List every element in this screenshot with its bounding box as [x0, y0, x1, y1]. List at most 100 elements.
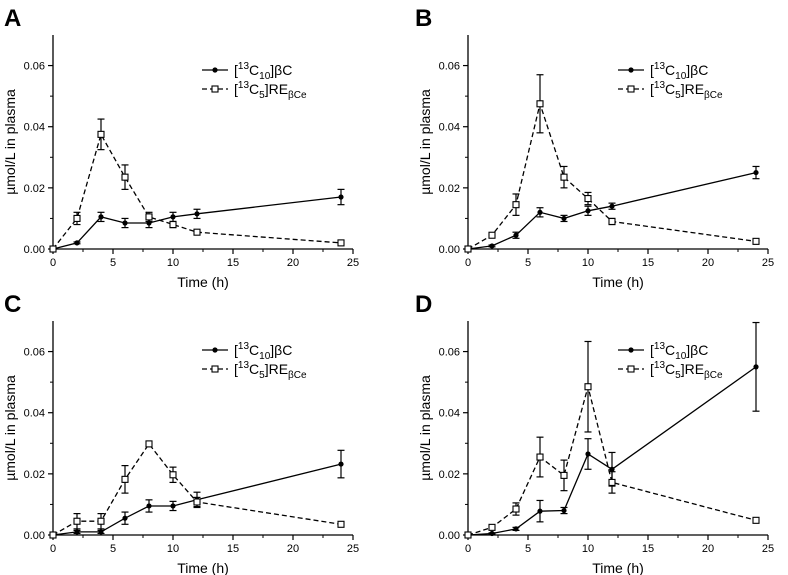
x-tick-label: 10	[167, 543, 179, 555]
data-point	[97, 130, 105, 138]
data-point	[609, 203, 615, 209]
legend-label: [13C5]REβCe	[650, 360, 723, 381]
series-retinyl-ester	[49, 118, 345, 253]
legend-marker	[211, 85, 219, 93]
legend-marker	[628, 347, 634, 353]
panel-letter: A	[4, 5, 21, 32]
data-point	[74, 240, 80, 246]
x-tick-label: 5	[525, 257, 531, 269]
data-point	[585, 208, 591, 214]
x-tick-label: 15	[642, 257, 654, 269]
panel-letter: B	[415, 5, 432, 32]
data-point	[560, 173, 568, 181]
y-tick-label: 0.06	[439, 61, 460, 73]
x-tick-label: 0	[465, 257, 471, 269]
data-point	[537, 209, 543, 215]
x-axis-label: Time (h)	[177, 560, 229, 575]
y-tick-label: 0.04	[24, 122, 45, 134]
data-point	[194, 211, 200, 217]
data-point	[146, 503, 152, 509]
data-point	[97, 517, 105, 525]
data-point	[170, 503, 176, 509]
data-point	[752, 516, 760, 524]
data-point	[753, 169, 759, 176]
legend-marker	[627, 85, 635, 93]
data-point	[73, 214, 81, 222]
data-point	[121, 173, 129, 181]
data-point	[608, 478, 616, 486]
data-point	[609, 466, 615, 472]
legend-item: [13C5]REβCe	[618, 80, 723, 101]
y-tick-label: 0.02	[24, 469, 45, 481]
x-tick-label: 10	[582, 543, 594, 555]
panel-letter: D	[415, 291, 432, 318]
x-tick-label: 25	[347, 257, 359, 269]
data-point	[585, 451, 591, 457]
legend-item: [13C10]βC	[202, 61, 292, 82]
series-beta-carotene	[50, 188, 345, 252]
x-tick-label: 10	[167, 257, 179, 269]
y-tick-label: 0.04	[439, 408, 460, 420]
series-line	[467, 366, 757, 536]
y-tick-label: 0.04	[439, 122, 460, 134]
data-point	[489, 243, 495, 249]
data-point	[608, 217, 616, 226]
data-point	[49, 245, 57, 253]
data-point	[464, 245, 472, 253]
legend-item: [13C5]REβCe	[202, 80, 307, 101]
series-retinyl-ester	[464, 340, 760, 539]
x-axis-label: Time (h)	[592, 274, 644, 290]
data-point	[753, 364, 759, 370]
data-point	[338, 461, 344, 467]
data-point	[170, 214, 176, 220]
x-tick-label: 10	[582, 257, 594, 269]
panel-a: A 0 5 10 15 20 25 0.00 0.02 0.04 0.06 Time (h) µmol/…	[2, 5, 359, 290]
data-point	[512, 201, 520, 209]
y-axis-label: µmol/L in plasma	[417, 89, 433, 195]
series-beta-carotene	[465, 321, 760, 538]
y-tick-label: 0.00	[24, 530, 45, 542]
legend-label: [13C10]βC	[650, 341, 708, 362]
data-point	[74, 529, 80, 535]
data-point	[193, 498, 201, 506]
x-tick-label: 25	[762, 543, 774, 555]
y-tick-label: 0.02	[439, 183, 460, 195]
x-axis-label: Time (h)	[592, 560, 644, 575]
x-tick-label: 15	[227, 257, 239, 269]
y-tick-label: 0.02	[439, 469, 460, 481]
data-point	[537, 508, 543, 514]
series-beta-carotene	[465, 165, 760, 252]
series-line	[467, 101, 757, 250]
data-point	[145, 440, 153, 448]
series-line	[52, 442, 342, 536]
series-retinyl-ester	[464, 74, 760, 253]
data-point	[121, 475, 129, 483]
series-line	[52, 196, 342, 250]
x-tick-label: 25	[762, 257, 774, 269]
x-tick-label: 15	[642, 543, 654, 555]
legend-item: [13C5]REβCe	[202, 360, 307, 381]
legend-item: [13C10]βC	[618, 341, 708, 362]
y-axis-label: µmol/L in plasma	[417, 375, 433, 481]
series-retinyl-ester	[49, 440, 345, 539]
legend-marker	[211, 365, 219, 373]
y-tick-label: 0.00	[439, 244, 460, 256]
data-point	[145, 213, 153, 221]
data-point	[560, 471, 568, 479]
legend-label: [13C10]βC	[234, 61, 292, 82]
legend-item: [13C10]βC	[618, 61, 708, 82]
x-tick-label: 20	[287, 543, 299, 555]
y-axis-label: µmol/L in plasma	[2, 375, 18, 481]
y-tick-label: 0.02	[24, 183, 45, 195]
x-tick-label: 25	[347, 543, 359, 555]
data-point	[561, 215, 567, 222]
y-tick-label: 0.00	[439, 530, 460, 542]
data-point	[513, 526, 519, 532]
data-point	[122, 515, 128, 521]
data-point	[193, 228, 201, 236]
data-point	[98, 529, 104, 535]
data-point	[512, 505, 520, 513]
data-point	[169, 471, 177, 479]
data-point	[338, 194, 344, 200]
data-point	[561, 507, 567, 514]
